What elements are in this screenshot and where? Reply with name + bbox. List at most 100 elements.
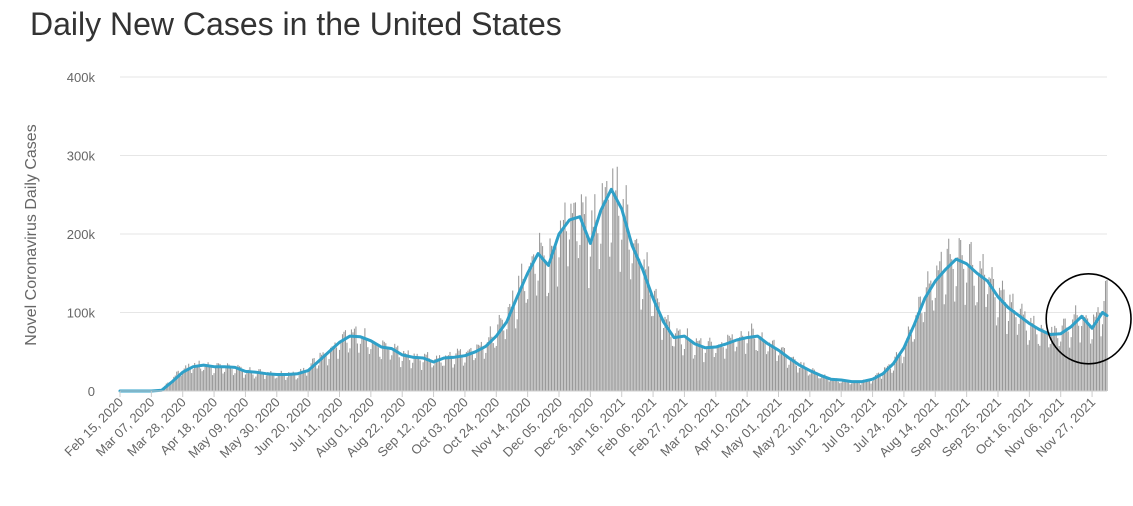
daily-case-bar <box>474 358 476 391</box>
daily-case-bar <box>976 302 978 391</box>
daily-case-bar <box>777 355 780 391</box>
daily-case-bar <box>903 356 905 391</box>
daily-case-bar <box>780 347 783 391</box>
daily-case-bar <box>661 339 663 391</box>
daily-case-bar <box>894 356 896 391</box>
daily-case-bar <box>327 365 329 391</box>
daily-case-bar <box>618 215 620 391</box>
daily-case-bar <box>828 381 830 391</box>
daily-case-bar <box>909 329 911 391</box>
daily-case-bar <box>534 273 536 391</box>
daily-case-bar <box>292 371 294 391</box>
daily-case-bar <box>459 349 461 391</box>
daily-case-bar <box>386 348 388 391</box>
daily-case-bar <box>633 243 635 391</box>
daily-case-bar <box>915 315 917 391</box>
daily-case-bar <box>479 345 481 391</box>
daily-case-bar <box>733 339 735 391</box>
daily-case-bar <box>665 319 668 391</box>
daily-case-bar <box>465 352 467 391</box>
daily-case-bar <box>931 300 933 391</box>
daily-case-bar <box>232 375 235 391</box>
daily-case-bar <box>916 312 918 391</box>
daily-case-bar <box>416 353 418 391</box>
daily-case-bar <box>866 379 868 391</box>
daily-case-bar <box>539 232 541 391</box>
daily-case-bar <box>179 374 181 391</box>
daily-case-bar <box>754 338 756 391</box>
daily-case-bar <box>380 359 382 391</box>
daily-case-bar <box>367 347 369 391</box>
daily-case-bar <box>739 337 741 391</box>
daily-case-bar <box>297 378 299 391</box>
daily-case-bar <box>1085 315 1087 391</box>
daily-case-bar <box>1076 315 1078 391</box>
daily-case-bar <box>1054 325 1056 391</box>
daily-case-bar <box>919 296 921 391</box>
daily-case-bar <box>203 369 205 391</box>
daily-case-bar <box>1033 315 1035 391</box>
daily-case-bar <box>752 328 754 391</box>
daily-case-bar <box>561 228 563 391</box>
daily-case-bar <box>549 238 551 391</box>
daily-case-bar <box>625 185 627 391</box>
daily-case-bar <box>431 367 433 391</box>
daily-case-bar <box>471 354 473 391</box>
daily-case-bar <box>922 322 924 391</box>
daily-case-bar <box>558 257 560 391</box>
daily-case-bar <box>556 286 559 391</box>
daily-case-bar <box>453 364 456 391</box>
daily-case-bar <box>335 347 338 391</box>
daily-case-bar <box>763 340 765 391</box>
daily-case-bar <box>751 323 753 391</box>
daily-case-bar <box>552 246 554 391</box>
daily-case-bar <box>241 370 243 391</box>
daily-case-bar <box>264 378 266 391</box>
daily-case-bar <box>758 335 760 391</box>
daily-case-bar <box>503 330 505 391</box>
daily-case-bar <box>755 350 757 391</box>
daily-case-bar <box>701 347 703 391</box>
daily-case-bar <box>1091 339 1093 391</box>
daily-case-bar <box>374 342 376 391</box>
daily-case-bar <box>603 200 605 391</box>
daily-case-bar <box>228 364 230 391</box>
daily-case-bar <box>300 368 302 391</box>
daily-case-bar <box>691 342 693 391</box>
daily-case-bar <box>822 375 824 391</box>
daily-case-bar <box>1069 347 1071 391</box>
daily-case-bar <box>486 342 488 391</box>
daily-case-bar <box>568 239 570 391</box>
daily-case-bar <box>344 330 347 391</box>
daily-case-bar <box>286 377 288 391</box>
daily-case-bar <box>767 351 769 391</box>
daily-case-bar <box>1013 310 1015 391</box>
daily-case-bar <box>982 254 984 391</box>
daily-case-bar <box>939 261 941 391</box>
daily-case-bar <box>1039 345 1041 391</box>
daily-case-bar <box>577 258 579 391</box>
daily-case-bar <box>710 341 712 391</box>
daily-case-bar <box>897 354 899 391</box>
daily-case-bar <box>512 290 514 391</box>
daily-case-bar <box>742 335 744 391</box>
daily-case-bar <box>703 362 705 391</box>
daily-case-bar <box>285 379 287 391</box>
daily-case-bar <box>319 352 321 391</box>
daily-case-bar <box>1082 315 1084 391</box>
daily-case-bar <box>1004 302 1007 391</box>
daily-case-bar <box>880 378 883 391</box>
daily-case-bar <box>824 374 826 391</box>
daily-case-bar <box>573 202 575 391</box>
daily-case-bar <box>671 345 674 391</box>
daily-case-bar <box>256 372 258 391</box>
daily-case-bar <box>783 347 786 391</box>
daily-case-bar <box>757 350 759 391</box>
daily-case-bar <box>660 313 662 391</box>
daily-case-bar <box>724 358 726 391</box>
daily-case-bar <box>848 381 850 391</box>
daily-case-bar <box>213 373 215 391</box>
daily-case-bar <box>177 370 179 391</box>
daily-case-bar <box>889 368 892 391</box>
